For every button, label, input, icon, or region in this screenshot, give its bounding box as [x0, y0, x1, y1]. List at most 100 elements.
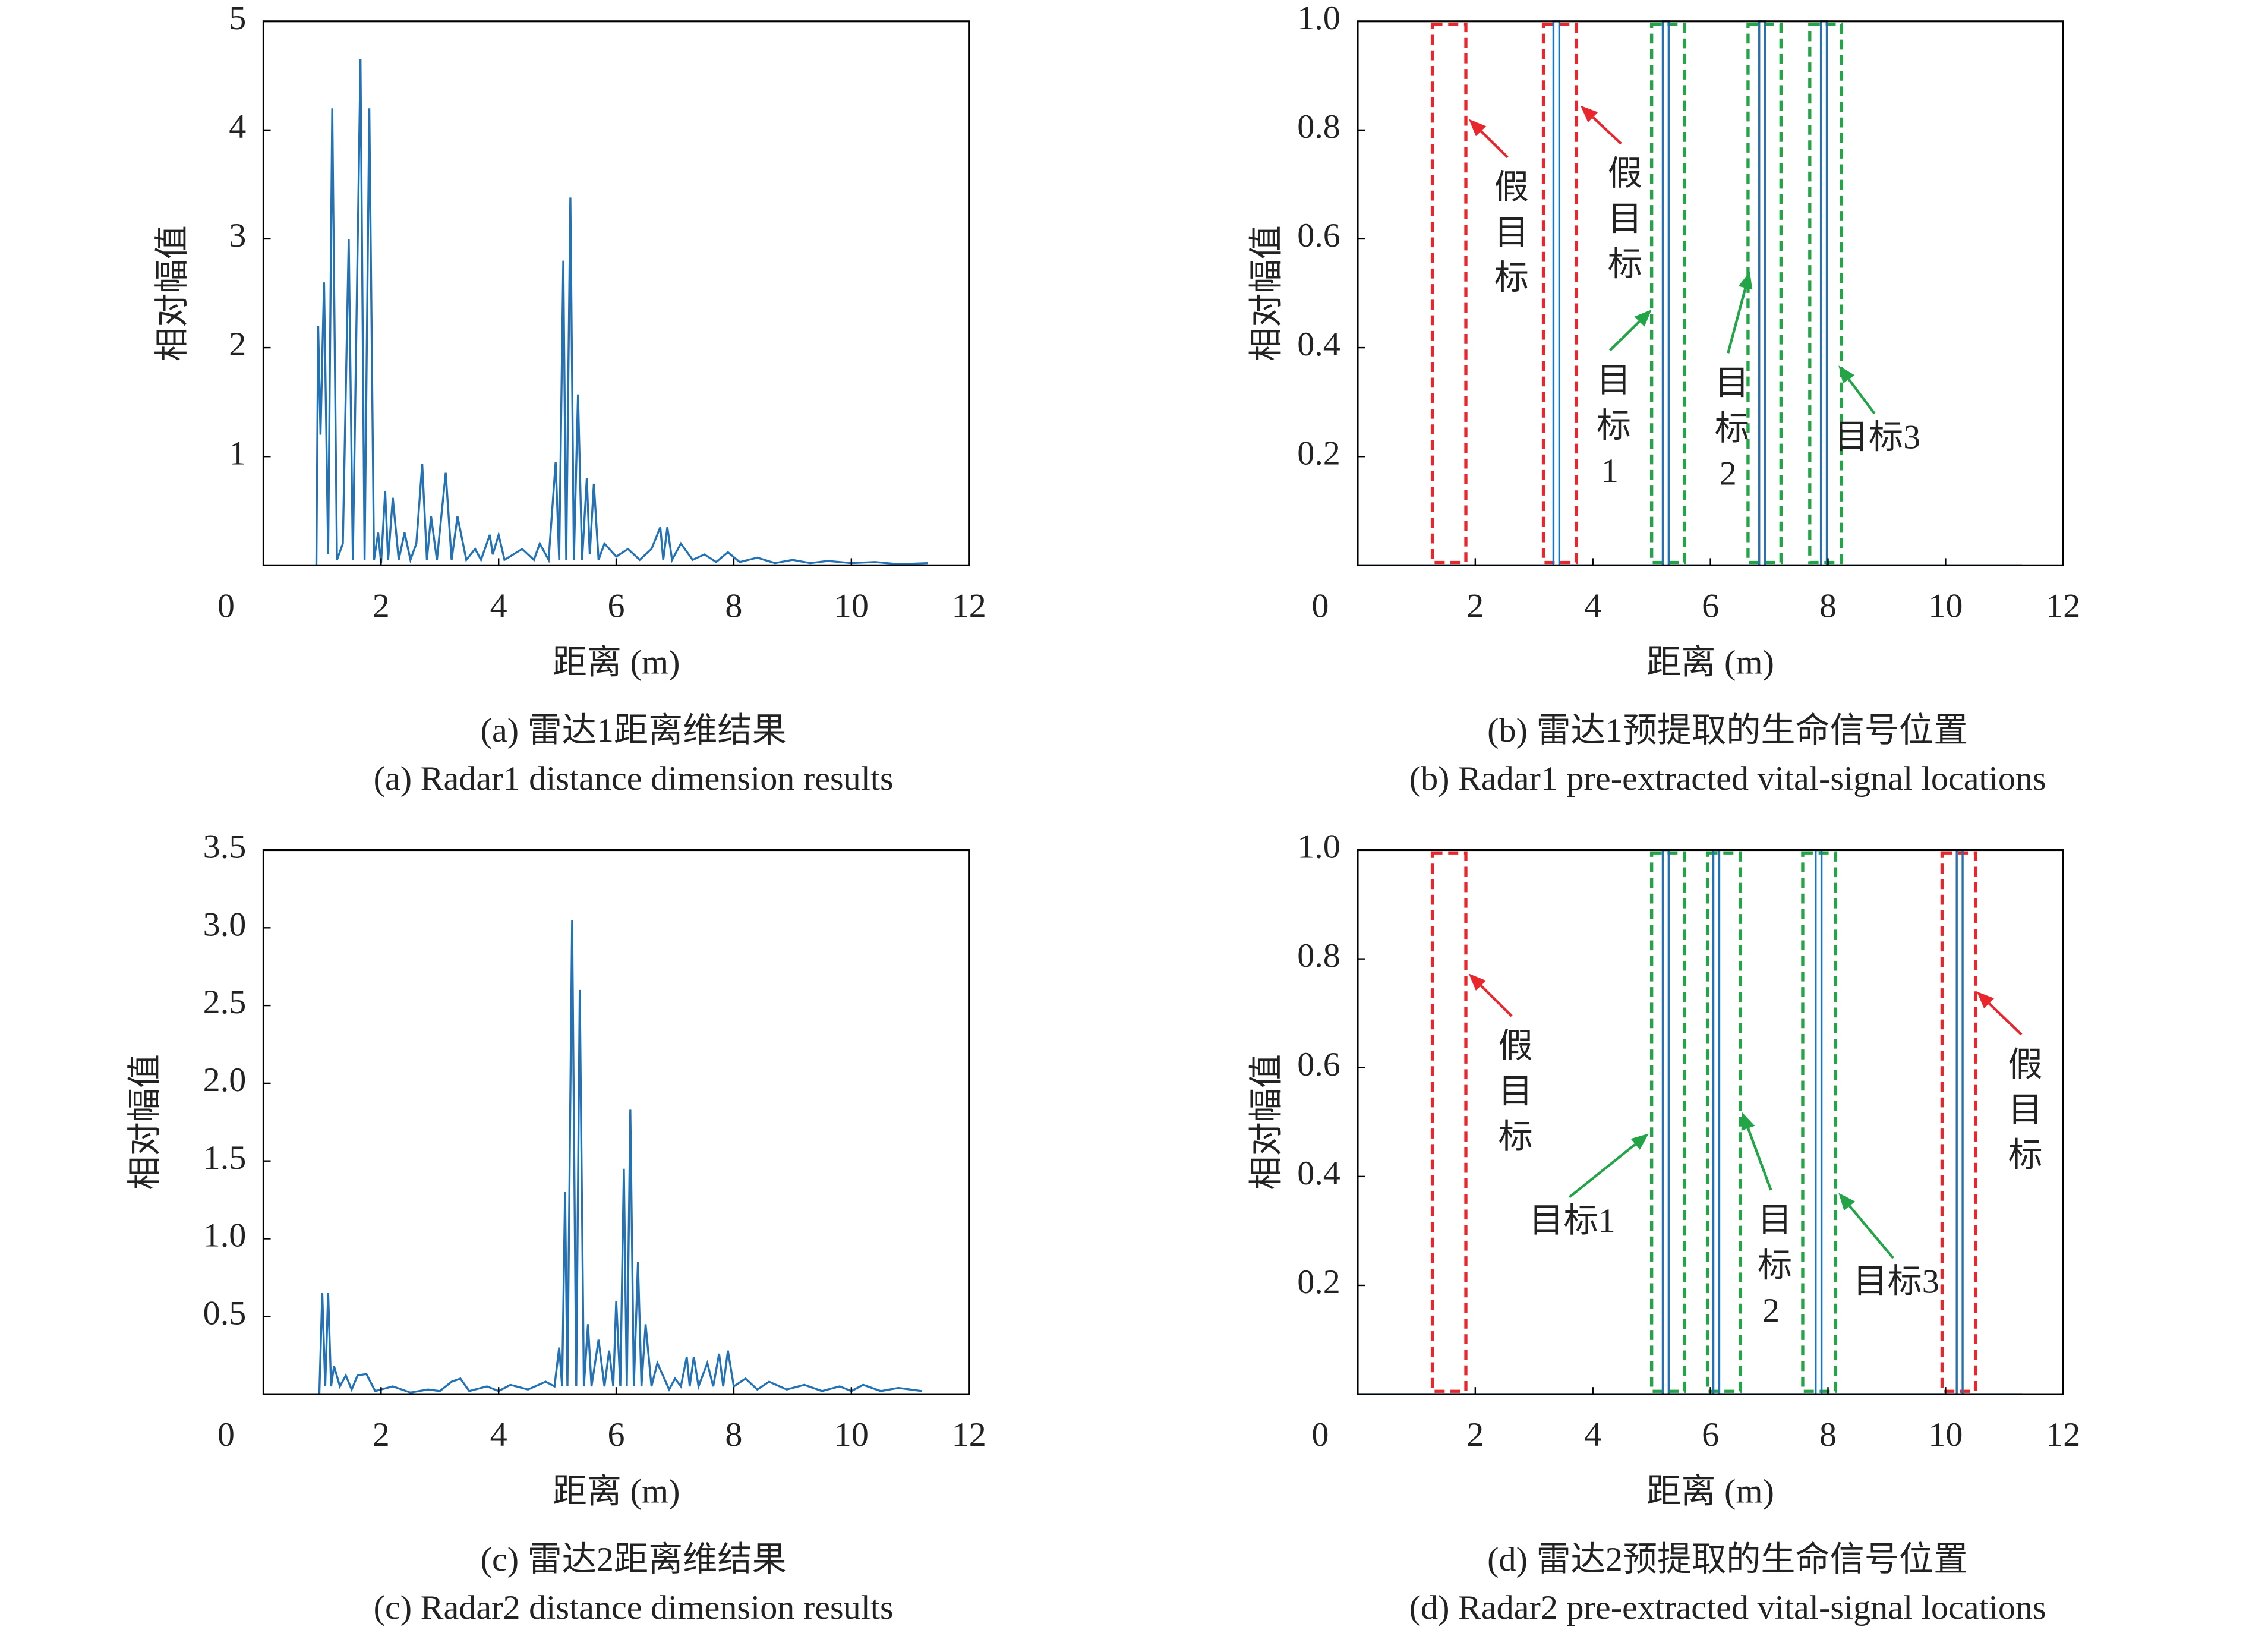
arrow-head	[1468, 973, 1487, 991]
x-tick-label: 6	[608, 1417, 625, 1454]
annotation-arrow	[1848, 1205, 1895, 1259]
x-axis-label: 距离 (m)	[553, 1473, 680, 1510]
y-tick-label: 0.6	[1297, 1046, 1340, 1083]
x-axis-label: 距离 (m)	[1646, 644, 1774, 681]
annotation-text: 目标1	[1591, 362, 1630, 501]
caption-cn: (b) 雷达1预提取的生命信号位置	[1487, 712, 1968, 749]
annotation-arrow	[1608, 320, 1641, 352]
caption-en: (b) Radar1 pre-extracted vital-signal lo…	[1409, 761, 2046, 797]
y-tick-label: 3.5	[203, 828, 247, 865]
annotation-text: 目标1	[1529, 1202, 1615, 1239]
data-line	[318, 920, 922, 1395]
x-tick-label: 6	[1702, 1417, 1719, 1454]
x-axis-label: 距离 (m)	[553, 644, 680, 681]
annotation-text: 目标3	[1853, 1263, 1939, 1300]
y-tick-label: 3	[229, 217, 246, 254]
arrow-head	[1838, 1193, 1856, 1210]
dashed-box	[1430, 851, 1468, 1393]
y-tick-label: 1.0	[1297, 828, 1340, 865]
x-tick-label: 10	[1928, 1417, 1963, 1454]
y-tick-label: 1.0	[1297, 0, 1340, 37]
y-tick-label: 0.4	[1297, 326, 1340, 363]
x-tick-label: 8	[1819, 588, 1837, 625]
y-tick-label: 0.2	[1297, 1263, 1340, 1300]
arrow-head	[1741, 1112, 1755, 1131]
x-tick-label: 2	[373, 1417, 390, 1454]
y-tick-label: 2.5	[203, 984, 247, 1021]
annotation-text: 假目标	[1489, 169, 1528, 305]
x-tick-label: 0	[217, 1417, 235, 1454]
x-tick-label: 0	[1311, 1417, 1329, 1454]
x-tick-label: 2	[1466, 588, 1484, 625]
y-axis-label: 相对幅值	[154, 225, 192, 361]
annotation-text: 目标2	[1709, 364, 1749, 503]
y-tick-label: 3.0	[203, 906, 247, 943]
x-tick-label: 4	[490, 588, 507, 625]
arrow-head	[1468, 119, 1487, 137]
x-tick-label: 8	[725, 1417, 742, 1454]
x-tick-label: 2	[1466, 1417, 1484, 1454]
x-tick-label: 4	[1584, 1417, 1601, 1454]
dashed-box	[1940, 851, 1977, 1393]
data-line	[1357, 849, 2023, 1395]
x-tick-label: 12	[2046, 1417, 2080, 1454]
x-tick-label: 4	[490, 1417, 507, 1454]
y-axis-label: 相对幅值	[1248, 225, 1286, 361]
caption-cn: (c) 雷达2距离维结果	[481, 1541, 787, 1578]
arrow-head	[1630, 1133, 1649, 1150]
plot-frame	[262, 20, 970, 566]
y-tick-label: 1.5	[203, 1139, 247, 1176]
x-tick-label: 10	[834, 588, 869, 625]
annotation-arrow	[1568, 1143, 1636, 1199]
caption-en: (a) Radar1 distance dimension results	[374, 761, 894, 797]
dashed-box	[1808, 22, 1843, 565]
y-tick-label: 1	[229, 435, 246, 472]
caption-cn: (d) 雷达2预提取的生命信号位置	[1487, 1541, 1968, 1578]
arrow-head	[1738, 271, 1753, 290]
annotation-text: 假目标	[1602, 155, 1641, 291]
y-tick-label: 0.5	[203, 1295, 247, 1332]
annotation-text: 目标2	[1752, 1202, 1791, 1341]
x-tick-label: 12	[2046, 588, 2080, 625]
x-tick-label: 8	[1819, 1417, 1837, 1454]
caption-en: (d) Radar2 pre-extracted vital-signal lo…	[1409, 1589, 2046, 1626]
annotation-text: 目标3	[1834, 419, 1920, 456]
x-tick-label: 4	[1584, 588, 1601, 625]
annotation-arrow	[1988, 1002, 2023, 1036]
arrow-head	[1634, 309, 1652, 327]
x-tick-label: 10	[1928, 588, 1963, 625]
data-line	[315, 59, 928, 566]
y-tick-label: 0.4	[1297, 1155, 1340, 1191]
y-tick-label: 5	[229, 0, 246, 37]
y-tick-label: 2.0	[203, 1061, 247, 1098]
y-tick-label: 0.8	[1297, 108, 1340, 145]
x-axis-label: 距离 (m)	[1646, 1473, 1774, 1510]
annotation-arrow	[1847, 379, 1876, 415]
x-tick-label: 12	[952, 588, 986, 625]
x-tick-label: 6	[608, 588, 625, 625]
x-tick-label: 0	[217, 588, 235, 625]
caption-en: (c) Radar2 distance dimension results	[374, 1589, 894, 1626]
y-tick-label: 0.8	[1297, 937, 1340, 974]
arrow-head	[1838, 365, 1855, 384]
y-axis-label: 相对幅值	[127, 1054, 165, 1190]
y-tick-label: 0.2	[1297, 435, 1340, 472]
x-tick-label: 6	[1702, 588, 1719, 625]
x-tick-label: 8	[725, 588, 742, 625]
y-tick-label: 0.6	[1297, 217, 1340, 254]
dashed-box	[1801, 851, 1838, 1393]
annotation-arrow	[1727, 288, 1747, 354]
x-tick-label: 0	[1311, 588, 1329, 625]
y-tick-label: 2	[229, 326, 246, 363]
y-tick-label: 1.0	[203, 1217, 247, 1254]
dashed-box	[1706, 851, 1742, 1393]
annotation-arrow	[1746, 1127, 1772, 1191]
annotation-text: 假目标	[1493, 1027, 1532, 1164]
arrow-head	[1580, 105, 1598, 123]
x-tick-label: 12	[952, 1417, 986, 1454]
data-line	[1357, 20, 2023, 566]
dashed-box	[1430, 22, 1468, 565]
arrow-head	[1976, 991, 1995, 1009]
annotation-arrow	[1480, 130, 1509, 159]
